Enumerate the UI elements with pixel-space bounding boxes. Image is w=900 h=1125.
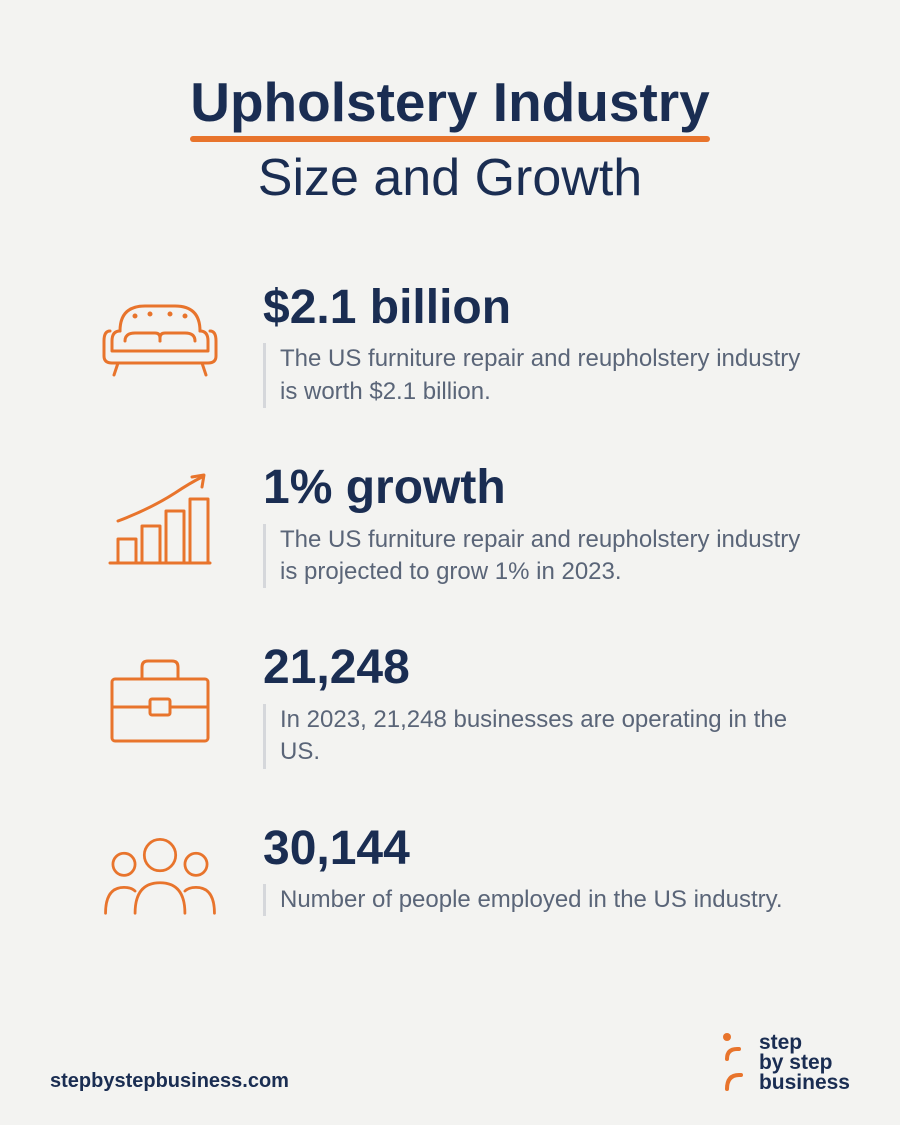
stat-row: 21,248 In 2023, 21,248 businesses are op…: [95, 643, 830, 768]
stats-list: $2.1 billion The US furniture repair and…: [70, 283, 830, 919]
growth-chart-icon: [95, 463, 225, 571]
people-icon: [95, 824, 225, 920]
title-line2: Size and Growth: [70, 148, 830, 208]
stat-description: The US furniture repair and reupholstery…: [263, 524, 823, 589]
stat-value: 30,144: [263, 824, 830, 874]
logo-text: step by step business: [759, 1033, 850, 1093]
title-underline: [190, 136, 710, 142]
stat-text: 30,144 Number of people employed in the …: [263, 824, 830, 917]
briefcase-icon: [95, 643, 225, 751]
brand-logo: step by step business: [721, 1031, 850, 1093]
stat-row: $2.1 billion The US furniture repair and…: [95, 283, 830, 408]
title-line1-text: Upholstery Industry: [190, 71, 710, 133]
stat-row: 30,144 Number of people employed in the …: [95, 824, 830, 920]
couch-icon: [95, 283, 225, 381]
logo-line1: step: [759, 1033, 850, 1053]
stat-description: Number of people employed in the US indu…: [263, 884, 823, 916]
footer: stepbystepbusiness.com step by step busi…: [0, 1031, 900, 1093]
stat-value: $2.1 billion: [263, 283, 830, 333]
footer-url: stepbystepbusiness.com: [50, 1070, 289, 1093]
stat-row: 1% growth The US furniture repair and re…: [95, 463, 830, 588]
infographic-container: Upholstery Industry Size and Growth: [0, 0, 900, 919]
stat-description: In 2023, 21,248 businesses are operating…: [263, 704, 823, 769]
title-block: Upholstery Industry Size and Growth: [70, 70, 830, 208]
stat-value: 21,248: [263, 643, 830, 693]
stat-text: 1% growth The US furniture repair and re…: [263, 463, 830, 588]
stat-text: 21,248 In 2023, 21,248 businesses are op…: [263, 643, 830, 768]
stat-value: 1% growth: [263, 463, 830, 513]
title-line1: Upholstery Industry: [190, 70, 710, 140]
stat-text: $2.1 billion The US furniture repair and…: [263, 283, 830, 408]
logo-line3: business: [759, 1073, 850, 1093]
logo-bracket-icon: [721, 1031, 753, 1093]
logo-line2: by step: [759, 1053, 850, 1073]
stat-description: The US furniture repair and reupholstery…: [263, 343, 823, 408]
